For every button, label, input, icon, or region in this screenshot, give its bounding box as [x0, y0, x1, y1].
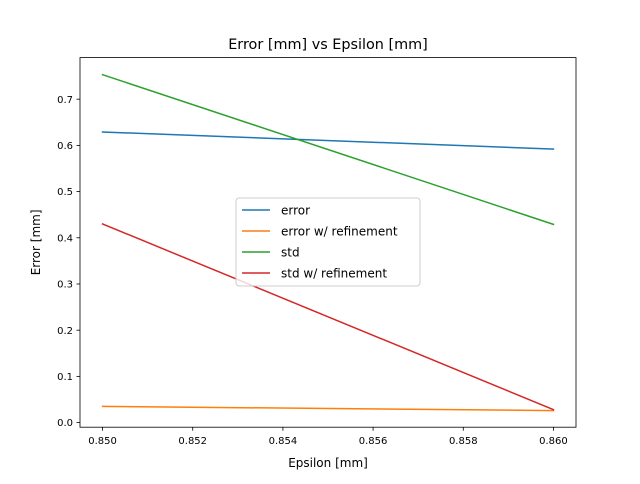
series-line-2 [101, 73, 555, 226]
y-tick-label: 0.4 [57, 233, 73, 244]
x-axis: 0.850 0.852 0.854 0.856 0.858 0.860 [88, 427, 568, 447]
chart-title: Error [mm] vs Epsilon [mm] [228, 37, 428, 53]
legend-box [235, 197, 421, 287]
x-tick-label: 0.860 [539, 436, 568, 447]
x-tick-label: 0.854 [269, 436, 298, 447]
legend-entry: std [281, 246, 300, 260]
x-tick-label: 0.850 [88, 436, 117, 447]
series-line-0 [101, 131, 555, 150]
x-tick-label: 0.856 [359, 436, 388, 447]
y-tick-label: 0.5 [57, 187, 73, 198]
y-axis: 0.0 0.1 0.2 0.3 0.4 0.5 0.6 0.7 [57, 95, 80, 429]
x-tick-label: 0.858 [449, 436, 478, 447]
legend-entry: error [281, 204, 310, 218]
series-layer [101, 73, 555, 412]
y-tick-label: 0.7 [57, 95, 73, 106]
legend-entry: std w/ refinement [281, 267, 387, 281]
legend-entry: error w/ refinement [281, 225, 398, 239]
legend: error error w/ refinement std std w/ refine… [235, 197, 421, 287]
series-line-1 [101, 405, 555, 412]
plot-frame [79, 57, 577, 428]
y-axis-label: Error [mm] [29, 209, 43, 275]
y-tick-label: 0.0 [57, 418, 73, 429]
x-tick-label: 0.852 [178, 436, 207, 447]
y-tick-label: 0.1 [57, 372, 73, 383]
y-tick-label: 0.3 [57, 280, 73, 291]
series-line-3 [101, 222, 555, 411]
y-tick-label: 0.6 [57, 141, 73, 152]
y-tick-label: 0.2 [57, 326, 73, 337]
x-axis-label: Epsilon [mm] [288, 456, 368, 470]
